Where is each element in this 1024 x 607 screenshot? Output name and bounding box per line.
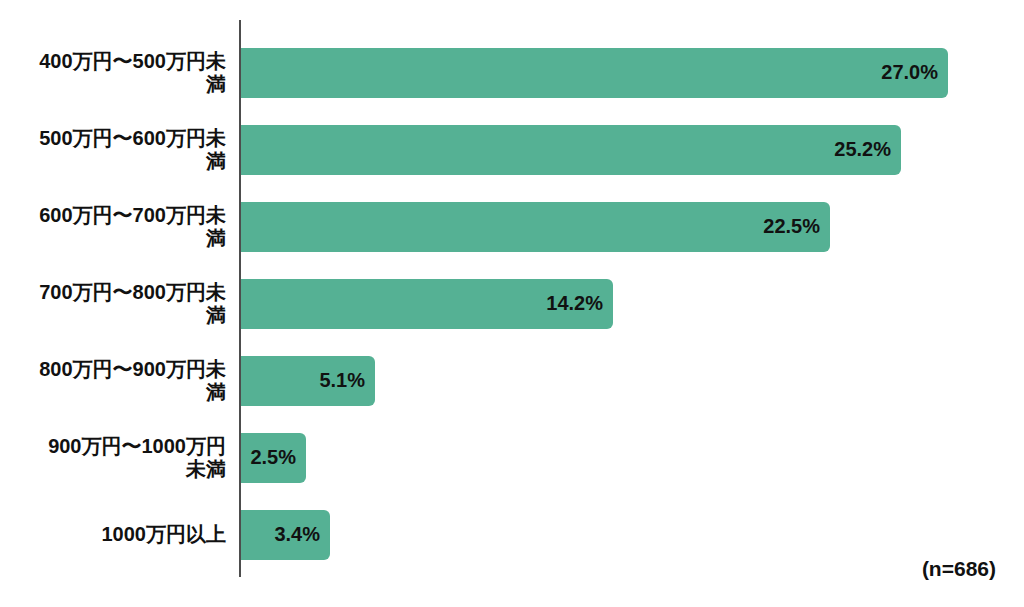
bar-value-label: 22.5% xyxy=(763,215,830,238)
category-label: 400万円〜500万円未 満 xyxy=(0,50,226,96)
category-label: 1000万円以上 xyxy=(0,523,226,546)
bar-value-label: 3.4% xyxy=(274,523,330,546)
bar-rows: 400万円〜500万円未 満 27.0% 500万円〜600万円未 満 25.2% 60… xyxy=(0,34,1024,573)
bar-value-label: 2.5% xyxy=(250,446,306,469)
bar: 2.5% xyxy=(241,433,306,483)
bar-value-label: 14.2% xyxy=(546,292,613,315)
category-label: 800万円〜900万円未 満 xyxy=(0,358,226,404)
category-label: 500万円〜600万円未 満 xyxy=(0,127,226,173)
category-label: 600万円〜700万円未 満 xyxy=(0,204,226,250)
bar-row: 1000万円以上 3.4% xyxy=(0,496,1024,573)
bar-row: 400万円〜500万円未 満 27.0% xyxy=(0,34,1024,111)
bar-row: 500万円〜600万円未 満 25.2% xyxy=(0,111,1024,188)
bar: 25.2% xyxy=(241,125,901,175)
bar: 27.0% xyxy=(241,48,948,98)
bar: 22.5% xyxy=(241,202,830,252)
bar: 14.2% xyxy=(241,279,613,329)
bar: 5.1% xyxy=(241,356,375,406)
bar-row: 900万円〜1000万円 未満 2.5% xyxy=(0,419,1024,496)
bar-value-label: 25.2% xyxy=(834,138,901,161)
bar-value-label: 5.1% xyxy=(319,369,375,392)
bar: 3.4% xyxy=(241,510,330,560)
bar-chart: 400万円〜500万円未 満 27.0% 500万円〜600万円未 満 25.2% 60… xyxy=(0,0,1024,607)
bar-row: 700万円〜800万円未 満 14.2% xyxy=(0,265,1024,342)
bar-row: 800万円〜900万円未 満 5.1% xyxy=(0,342,1024,419)
bar-row: 600万円〜700万円未 満 22.5% xyxy=(0,188,1024,265)
category-label: 700万円〜800万円未 満 xyxy=(0,281,226,327)
category-label: 900万円〜1000万円 未満 xyxy=(0,435,226,481)
bar-value-label: 27.0% xyxy=(881,61,948,84)
sample-size-label: (n=686) xyxy=(922,557,996,581)
